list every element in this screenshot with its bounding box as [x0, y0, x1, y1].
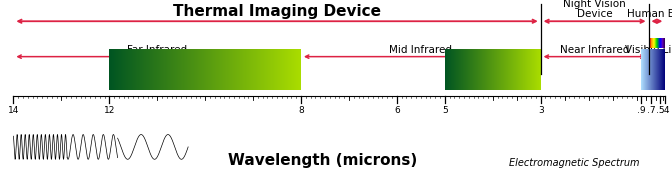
Text: Thermal Imaging Device: Thermal Imaging Device [173, 4, 381, 19]
Text: Near Infrared: Near Infrared [560, 45, 629, 55]
Text: .9: .9 [637, 106, 646, 115]
Text: Mid Infrared: Mid Infrared [389, 45, 452, 55]
Text: .4: .4 [661, 106, 669, 115]
Text: 12: 12 [103, 106, 115, 115]
Text: Electromagnetic Spectrum: Electromagnetic Spectrum [509, 158, 640, 168]
Text: Night Vision
Device: Night Vision Device [563, 0, 626, 19]
Text: 8: 8 [298, 106, 304, 115]
Text: Far Infrared: Far Infrared [127, 45, 187, 55]
Text: 5: 5 [442, 106, 448, 115]
Text: .5: .5 [656, 106, 665, 115]
Text: 14: 14 [8, 106, 19, 115]
Text: Wavelength (microns): Wavelength (microns) [228, 153, 417, 168]
Text: 3: 3 [538, 106, 544, 115]
Text: .7: .7 [646, 106, 655, 115]
Text: 6: 6 [394, 106, 400, 115]
Text: Visible Light: Visible Light [625, 45, 672, 55]
Text: Human Eye: Human Eye [627, 10, 672, 19]
